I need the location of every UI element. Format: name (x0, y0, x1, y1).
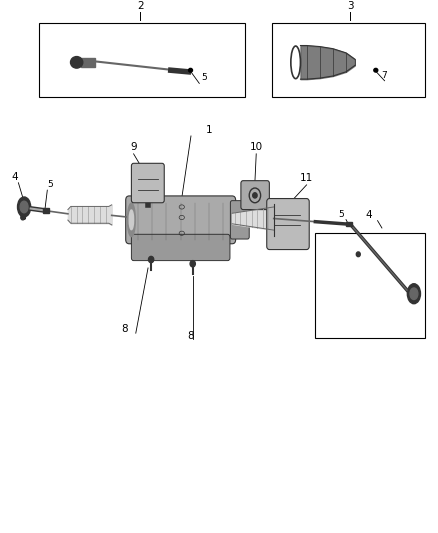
Text: 7: 7 (381, 71, 388, 80)
Ellipse shape (129, 210, 134, 230)
Text: 4: 4 (365, 210, 372, 220)
FancyBboxPatch shape (267, 199, 309, 249)
Ellipse shape (190, 261, 195, 267)
Ellipse shape (374, 68, 378, 72)
Text: 9: 9 (130, 142, 137, 152)
FancyBboxPatch shape (126, 196, 236, 244)
Text: 5: 5 (47, 180, 53, 189)
Ellipse shape (410, 288, 418, 300)
Ellipse shape (356, 252, 360, 257)
Bar (81, 58, 95, 67)
Text: 6: 6 (20, 213, 26, 222)
Text: 4: 4 (11, 172, 18, 182)
Text: 5: 5 (201, 73, 207, 82)
Text: 11: 11 (300, 173, 313, 183)
Bar (346, 222, 352, 226)
FancyBboxPatch shape (131, 163, 164, 203)
Text: 6: 6 (355, 252, 361, 261)
FancyBboxPatch shape (241, 181, 269, 209)
Bar (43, 208, 49, 213)
FancyBboxPatch shape (230, 200, 249, 239)
Text: 2: 2 (137, 1, 144, 11)
FancyBboxPatch shape (131, 235, 230, 261)
Bar (272, 23, 425, 96)
Bar (315, 233, 425, 338)
Text: 10: 10 (250, 142, 263, 152)
Bar (39, 23, 245, 96)
Ellipse shape (71, 56, 83, 68)
Ellipse shape (253, 193, 257, 198)
Ellipse shape (148, 256, 154, 263)
Text: 8: 8 (121, 324, 128, 334)
Ellipse shape (407, 284, 420, 304)
Ellipse shape (21, 215, 25, 220)
Text: 5: 5 (338, 209, 344, 219)
Ellipse shape (18, 197, 31, 217)
Text: 8: 8 (187, 331, 194, 341)
Ellipse shape (20, 201, 28, 213)
Ellipse shape (127, 203, 135, 237)
Text: 3: 3 (347, 1, 354, 11)
Ellipse shape (188, 68, 193, 72)
Text: 1: 1 (206, 125, 213, 135)
